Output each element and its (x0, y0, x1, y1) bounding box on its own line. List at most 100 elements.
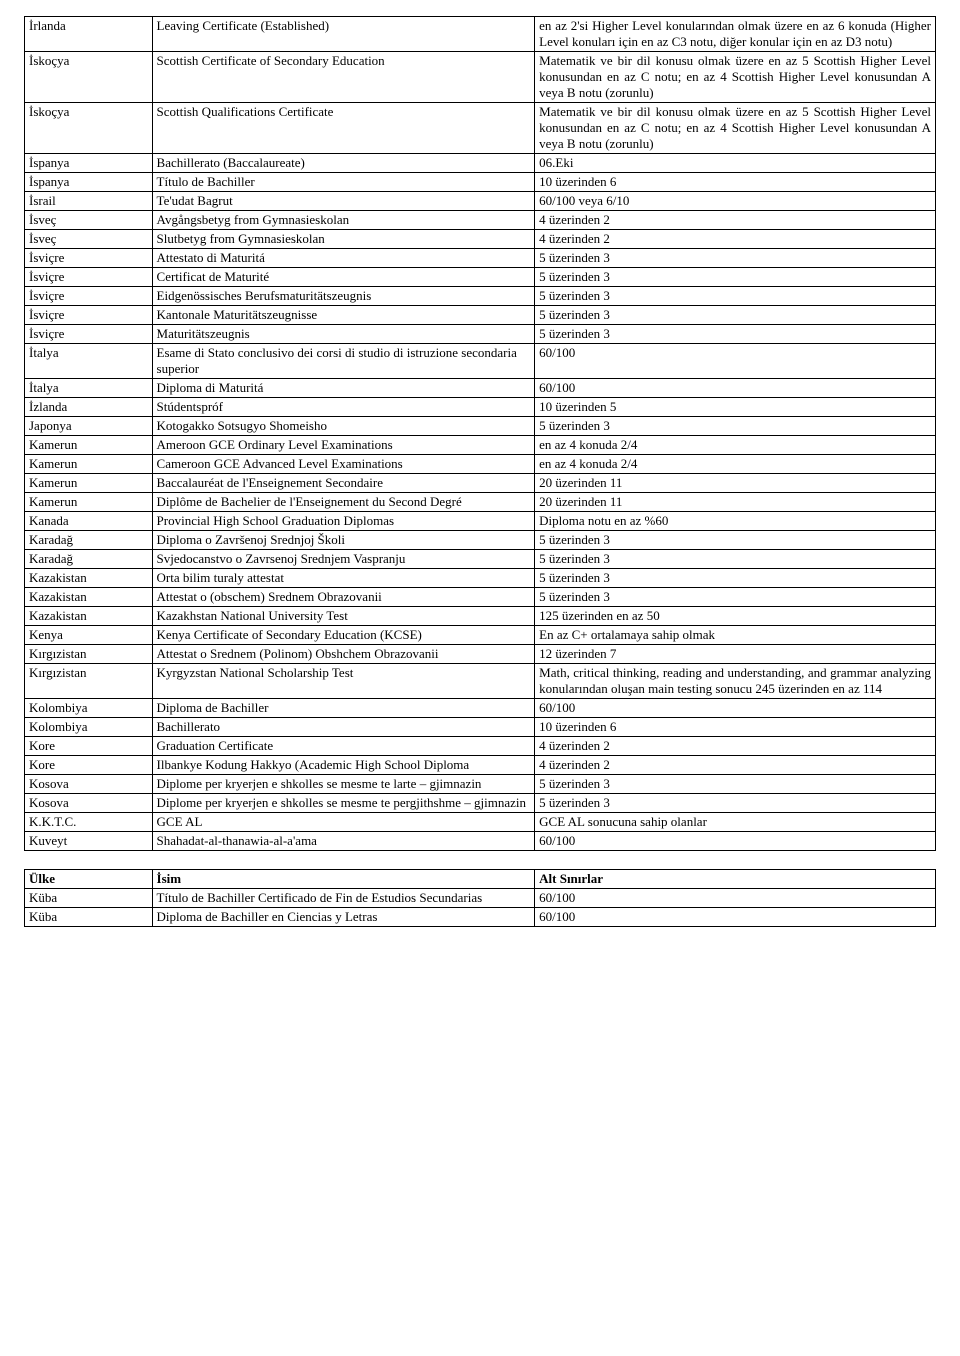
requirement-cell: 10 üzerinden 6 (535, 173, 936, 192)
qualification-cell: Graduation Certificate (152, 737, 535, 756)
requirement-cell: en az 4 konuda 2/4 (535, 436, 936, 455)
qualification-cell: Diplome per kryerjen e shkolles se mesme… (152, 775, 535, 794)
requirement-cell: Diploma notu en az %60 (535, 512, 936, 531)
requirement-cell: 4 üzerinden 2 (535, 737, 936, 756)
requirement-cell: GCE AL sonucuna sahip olanlar (535, 813, 936, 832)
table-row: İtalyaDiploma di Maturitá60/100 (25, 379, 936, 398)
country-cell: Kazakistan (25, 588, 153, 607)
country-cell: Kamerun (25, 436, 153, 455)
country-cell: İsviçre (25, 325, 153, 344)
table-row: KamerunDiplôme de Bachelier de l'Enseign… (25, 493, 936, 512)
qualification-cell: Diploma de Bachiller en Ciencias y Letra… (152, 908, 535, 927)
table-row: İspanyaBachillerato (Baccalaureate)06.Ek… (25, 154, 936, 173)
qualification-cell: Título de Bachiller Certificado de Fin d… (152, 889, 535, 908)
qualification-cell: Provincial High School Graduation Diplom… (152, 512, 535, 531)
table-row: İsveçSlutbetyg from Gymnasieskolan4 üzer… (25, 230, 936, 249)
header-req: Alt Sınırlar (535, 870, 936, 889)
qualification-cell: Baccalauréat de l'Enseignement Secondair… (152, 474, 535, 493)
country-cell: Kore (25, 756, 153, 775)
country-cell: İzlanda (25, 398, 153, 417)
table-row: KaradağDiploma o Završenoj Srednjoj Škol… (25, 531, 936, 550)
table-row: KaradağSvjedocanstvo o Zavrsenoj Srednje… (25, 550, 936, 569)
qualification-cell: Eidgenössisches Berufsmaturitätszeugnis (152, 287, 535, 306)
qualification-cell: Diploma o Završenoj Srednjoj Školi (152, 531, 535, 550)
requirement-cell: Matematik ve bir dil konusu olmak üzere … (535, 52, 936, 103)
country-cell: İskoçya (25, 103, 153, 154)
table-row: KosovaDiplome per kryerjen e shkolles se… (25, 775, 936, 794)
requirement-cell: en az 4 konuda 2/4 (535, 455, 936, 474)
table-row: KırgızistanAttestat o Srednem (Polinom) … (25, 645, 936, 664)
requirement-cell: Math, critical thinking, reading and und… (535, 664, 936, 699)
table-row: KoreGraduation Certificate4 üzerinden 2 (25, 737, 936, 756)
table-row: İsviçreEidgenössisches Berufsmaturitätsz… (25, 287, 936, 306)
qualification-cell: Bachillerato (Baccalaureate) (152, 154, 535, 173)
table-row: KoreIlbankye Kodung Hakkyo (Academic Hig… (25, 756, 936, 775)
requirements-table-2: Ülke İsim Alt Sınırlar KübaTítulo de Bac… (24, 869, 936, 927)
qualification-cell: Diploma di Maturitá (152, 379, 535, 398)
country-cell: Kenya (25, 626, 153, 645)
table-row: İsviçreAttestato di Maturitá5 üzerinden … (25, 249, 936, 268)
qualification-cell: Scottish Qualifications Certificate (152, 103, 535, 154)
country-cell: Japonya (25, 417, 153, 436)
requirement-cell: 60/100 (535, 832, 936, 851)
qualification-cell: Shahadat-al-thanawia-al-a'ama (152, 832, 535, 851)
requirement-cell: 5 üzerinden 3 (535, 287, 936, 306)
requirement-cell: 60/100 veya 6/10 (535, 192, 936, 211)
requirement-cell: 4 üzerinden 2 (535, 230, 936, 249)
country-cell: Kırgızistan (25, 664, 153, 699)
requirement-cell: 5 üzerinden 3 (535, 268, 936, 287)
qualification-cell: Leaving Certificate (Established) (152, 17, 535, 52)
country-cell: Kırgızistan (25, 645, 153, 664)
table-row: İskoçyaScottish Certificate of Secondary… (25, 52, 936, 103)
country-cell: İsviçre (25, 268, 153, 287)
country-cell: Kore (25, 737, 153, 756)
country-cell: İsviçre (25, 249, 153, 268)
requirement-cell: 10 üzerinden 5 (535, 398, 936, 417)
table-gap (24, 851, 936, 869)
requirement-cell: 5 üzerinden 3 (535, 588, 936, 607)
requirements-table-1: İrlandaLeaving Certificate (Established)… (24, 16, 936, 851)
country-cell: Kolombiya (25, 699, 153, 718)
table-row: KamerunAmeroon GCE Ordinary Level Examin… (25, 436, 936, 455)
requirement-cell: 60/100 (535, 889, 936, 908)
country-cell: İsviçre (25, 287, 153, 306)
qualification-cell: Ameroon GCE Ordinary Level Examinations (152, 436, 535, 455)
country-cell: Kosova (25, 794, 153, 813)
qualification-cell: Orta bilim turaly attestat (152, 569, 535, 588)
requirement-cell: 60/100 (535, 908, 936, 927)
table-row: KanadaProvincial High School Graduation … (25, 512, 936, 531)
country-cell: İspanya (25, 154, 153, 173)
requirement-cell: 5 üzerinden 3 (535, 550, 936, 569)
table-row: İtalyaEsame di Stato conclusivo dei cors… (25, 344, 936, 379)
qualification-cell: Diploma de Bachiller (152, 699, 535, 718)
qualification-cell: Diplôme de Bachelier de l'Enseignement d… (152, 493, 535, 512)
country-cell: İsrail (25, 192, 153, 211)
country-cell: Kazakistan (25, 569, 153, 588)
table-row: JaponyaKotogakko Sotsugyo Shomeisho5 üze… (25, 417, 936, 436)
country-cell: İsviçre (25, 306, 153, 325)
qualification-cell: Scottish Certificate of Secondary Educat… (152, 52, 535, 103)
requirement-cell: 60/100 (535, 344, 936, 379)
country-cell: K.K.T.C. (25, 813, 153, 832)
header-name: İsim (152, 870, 535, 889)
qualification-cell: Kotogakko Sotsugyo Shomeisho (152, 417, 535, 436)
qualification-cell: Cameroon GCE Advanced Level Examinations (152, 455, 535, 474)
requirement-cell: 12 üzerinden 7 (535, 645, 936, 664)
qualification-cell: Attestat o Srednem (Polinom) Obshchem Ob… (152, 645, 535, 664)
header-country: Ülke (25, 870, 153, 889)
requirement-cell: 20 üzerinden 11 (535, 474, 936, 493)
country-cell: İtalya (25, 379, 153, 398)
requirement-cell: 5 üzerinden 3 (535, 569, 936, 588)
table-row: KübaTítulo de Bachiller Certificado de F… (25, 889, 936, 908)
qualification-cell: Certificat de Maturité (152, 268, 535, 287)
table-row: KazakistanOrta bilim turaly attestat5 üz… (25, 569, 936, 588)
requirement-cell: en az 2'si Higher Level konularından olm… (535, 17, 936, 52)
table-row: İsviçreMaturitätszeugnis5 üzerinden 3 (25, 325, 936, 344)
qualification-cell: Kantonale Maturitätszeugnisse (152, 306, 535, 325)
table-row: İsviçreKantonale Maturitätszeugnisse5 üz… (25, 306, 936, 325)
qualification-cell: Bachillerato (152, 718, 535, 737)
table2-header-row: Ülke İsim Alt Sınırlar (25, 870, 936, 889)
requirement-cell: Matematik ve bir dil konusu olmak üzere … (535, 103, 936, 154)
requirement-cell: 5 üzerinden 3 (535, 531, 936, 550)
country-cell: Kosova (25, 775, 153, 794)
